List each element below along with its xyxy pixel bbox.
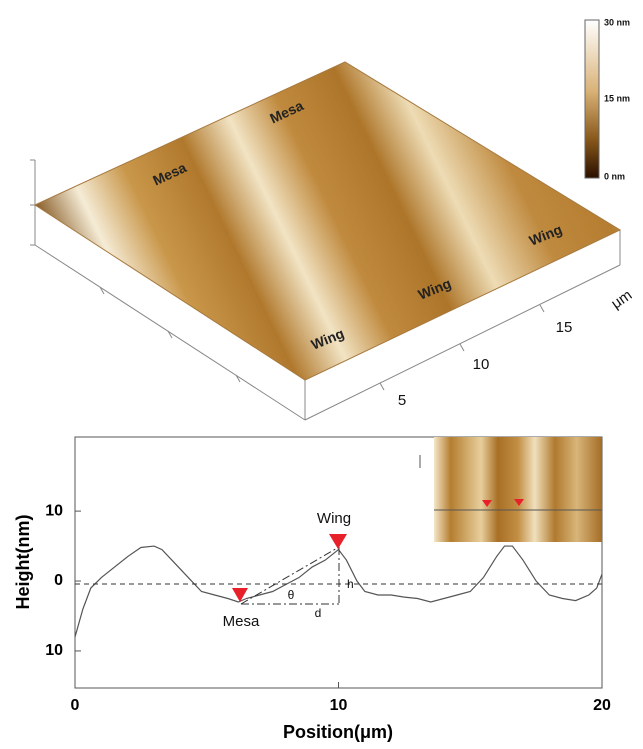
y-axis-label: Height(nm): [13, 515, 33, 610]
figure: Mesa Mesa Wing Wing Wing 5 10 15 μm 30 n…: [0, 0, 643, 744]
axis-tick-label: 10: [473, 356, 490, 373]
mesa-marker: [232, 588, 248, 602]
x-tick-label: 20: [593, 697, 611, 714]
axis-unit: μm: [608, 287, 635, 313]
colorbar-label: 0 nm: [604, 171, 625, 181]
annotation: Mesa: [223, 613, 260, 630]
colorbar: [585, 20, 599, 178]
x-tick-label: 0: [71, 697, 80, 714]
axis-tick-label: 15: [556, 319, 573, 336]
axis-tick-label: 5: [398, 392, 406, 409]
x-tick-label: 10: [330, 697, 348, 714]
annotation: h: [347, 577, 354, 591]
annotation: Wing: [317, 510, 351, 527]
y-tick-label: 10: [45, 502, 63, 519]
inset-image: [434, 437, 602, 542]
colorbar-label: 15 nm: [604, 93, 630, 103]
annotation: θ: [288, 588, 295, 602]
colorbar-label: 30 nm: [604, 17, 630, 27]
y-tick-label: 10: [45, 642, 63, 659]
wing-marker: [329, 534, 347, 549]
annotation: d: [315, 606, 322, 620]
x-axis-label: Position(μm): [283, 722, 393, 742]
y-tick-label: 0: [54, 572, 63, 589]
